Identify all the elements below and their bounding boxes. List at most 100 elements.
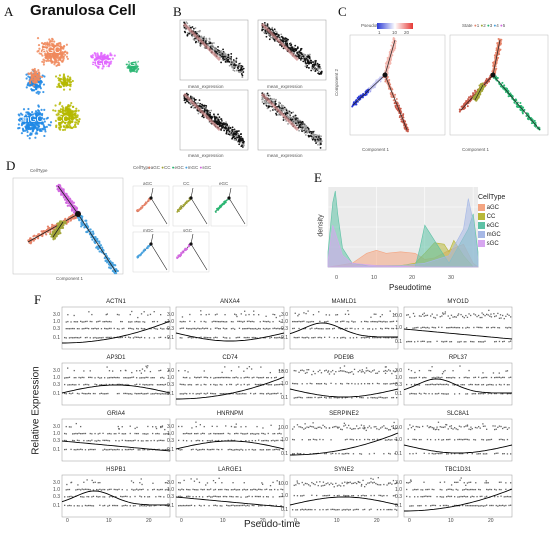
state-legend: ●1 ●2 ●3 ●4 ●5 — [474, 23, 506, 28]
gene-plot-tbc1d31 — [403, 474, 513, 518]
e-legend-item-egc: eGC — [478, 222, 501, 231]
e-legend-item-cc: CC — [478, 213, 501, 222]
panel-d-facet-agc: aGC — [143, 181, 153, 186]
e-legend-item-agc: aGC — [478, 204, 501, 213]
ytick: 0.1 — [395, 451, 402, 457]
ytick: 0.3 — [167, 438, 174, 444]
gene-title-cd74: CD74 — [222, 355, 238, 361]
pseudotime-tick-2: 10 — [392, 30, 398, 35]
panel-a-letter: A — [4, 4, 14, 19]
panel-d-legend-title-1: CellType — [30, 168, 48, 173]
panel-f-letter: F — [34, 292, 42, 307]
gene-title-serpine2: SERPINE2 — [329, 411, 359, 417]
d-legend-mgc: mGC — [187, 165, 199, 170]
ytick: 0.1 — [281, 451, 288, 457]
ytick: 0.1 — [167, 447, 174, 453]
pseudotime-tick-1: 1 — [378, 30, 381, 35]
ytick: 1.0 — [53, 375, 60, 381]
xtick: 0 — [180, 518, 183, 524]
panel-e-legend-title: CellType — [478, 194, 506, 201]
panel-a-title: Granulosa Cell — [30, 2, 136, 19]
ytick: 0.1 — [395, 391, 402, 397]
gene-title-slc8a1: SLC8A1 — [446, 411, 470, 417]
xtick: 10 — [334, 518, 340, 524]
panel-d-facet-mgc: mGC — [143, 228, 154, 233]
gene-title-syne2: SYNE2 — [334, 467, 354, 473]
state-2: 2 — [483, 23, 486, 28]
gene-plot-gria4 — [61, 418, 171, 462]
ytick: 1.0 — [167, 487, 174, 493]
ytick: 10.0 — [278, 425, 288, 431]
ytick: 0.3 — [53, 438, 60, 444]
ytick: 0.1 — [395, 339, 402, 345]
gene-plot-large1 — [175, 474, 285, 518]
panel-d-trajectories — [12, 177, 248, 275]
ytick: 3.0 — [167, 312, 174, 318]
panel-d-xlabel: Component 1 — [56, 276, 84, 281]
d-legend-cc: CC — [163, 165, 171, 170]
ytick: 1.0 — [395, 487, 402, 493]
xtick: 0 — [66, 518, 69, 524]
cluster-label-egc: eGC — [124, 58, 143, 68]
panel-b-xlabel-4: mean_expression — [267, 153, 303, 158]
ytick: 3.0 — [53, 312, 60, 318]
state-1: 1 — [476, 23, 480, 28]
pseudotime-legend-title: Pseudotime — [361, 23, 385, 28]
ytick: 0.1 — [53, 447, 60, 453]
state-3: 3 — [489, 23, 493, 28]
density-series-sgc — [327, 225, 478, 268]
ytick: 10.0 — [392, 425, 402, 431]
ytick: 0.1 — [281, 335, 288, 341]
cluster-label-agc: aGC — [42, 45, 61, 55]
panel-d-legend-items: ●aGC ●CC ●eGC ●mGC ●sGC — [148, 165, 212, 170]
ytick: 0.3 — [395, 494, 402, 500]
ytick: 0.3 — [53, 494, 60, 500]
xtick: 10 — [448, 518, 454, 524]
panel-e-letter: E — [314, 170, 322, 185]
xtick: 20 — [374, 518, 380, 524]
panel-d-letter: D — [6, 158, 16, 173]
gene-title-ap3d1: AP3D1 — [106, 355, 126, 361]
panel-f-ylabel: Relative Expression — [30, 366, 42, 455]
gene-plot-actn1 — [61, 306, 171, 350]
ytick: 1.0 — [167, 319, 174, 325]
panel-d-legend-title-2: CellType — [133, 165, 151, 170]
gene-plot-slc8a1 — [403, 418, 513, 462]
ytick: 1.0 — [395, 325, 402, 331]
gene-title-actn1: ACTN1 — [106, 299, 126, 305]
ytick: 0.1 — [281, 507, 288, 513]
gene-plot-hnrnpm — [175, 418, 285, 462]
gene-plot-mamld1 — [289, 306, 399, 350]
ytick: 0.1 — [53, 335, 60, 341]
ytick: 1.0 — [395, 375, 402, 381]
xtick: 20 — [146, 518, 152, 524]
gene-title-gria4: GRIA4 — [106, 411, 125, 417]
state-5: 5 — [502, 23, 506, 28]
xtick: 10 — [220, 518, 226, 524]
d-legend-sgc: sGC — [202, 165, 212, 170]
ytick: 10.0 — [278, 481, 288, 487]
panel-e-ylabel: density — [317, 214, 325, 237]
gene-title-tbc1d31: TBC1D31 — [444, 467, 472, 473]
ytick: 0.3 — [53, 382, 60, 388]
e-legend-item-mgc: mGC — [478, 231, 501, 240]
state-4: 4 — [496, 23, 499, 28]
ytick: 1.0 — [167, 375, 174, 381]
e-legend-item-sgc: sGC — [478, 240, 501, 249]
panel-e-density-chart — [327, 187, 479, 268]
cluster-label-mgc: mGC — [22, 114, 43, 124]
panel-e-xtick-0: 0 — [335, 275, 339, 281]
ytick: 0.3 — [395, 382, 402, 388]
gene-plot-cd74 — [175, 362, 285, 406]
panel-b-dispersion-plots — [179, 19, 327, 151]
ytick: 0.3 — [167, 326, 174, 332]
pseudotime-tick-3: 20 — [404, 30, 410, 35]
gene-title-hnrnpm: HNRNPM — [216, 411, 244, 417]
ytick: 3.0 — [53, 424, 60, 430]
gene-title-anxa4: ANXA4 — [220, 299, 240, 305]
gene-title-pde9b: PDE9B — [334, 355, 354, 361]
gene-plot-syne2 — [289, 474, 399, 518]
cluster-label-sgc: sGC — [91, 58, 109, 68]
ytick: 3.0 — [53, 480, 60, 486]
xtick: 10 — [106, 518, 112, 524]
